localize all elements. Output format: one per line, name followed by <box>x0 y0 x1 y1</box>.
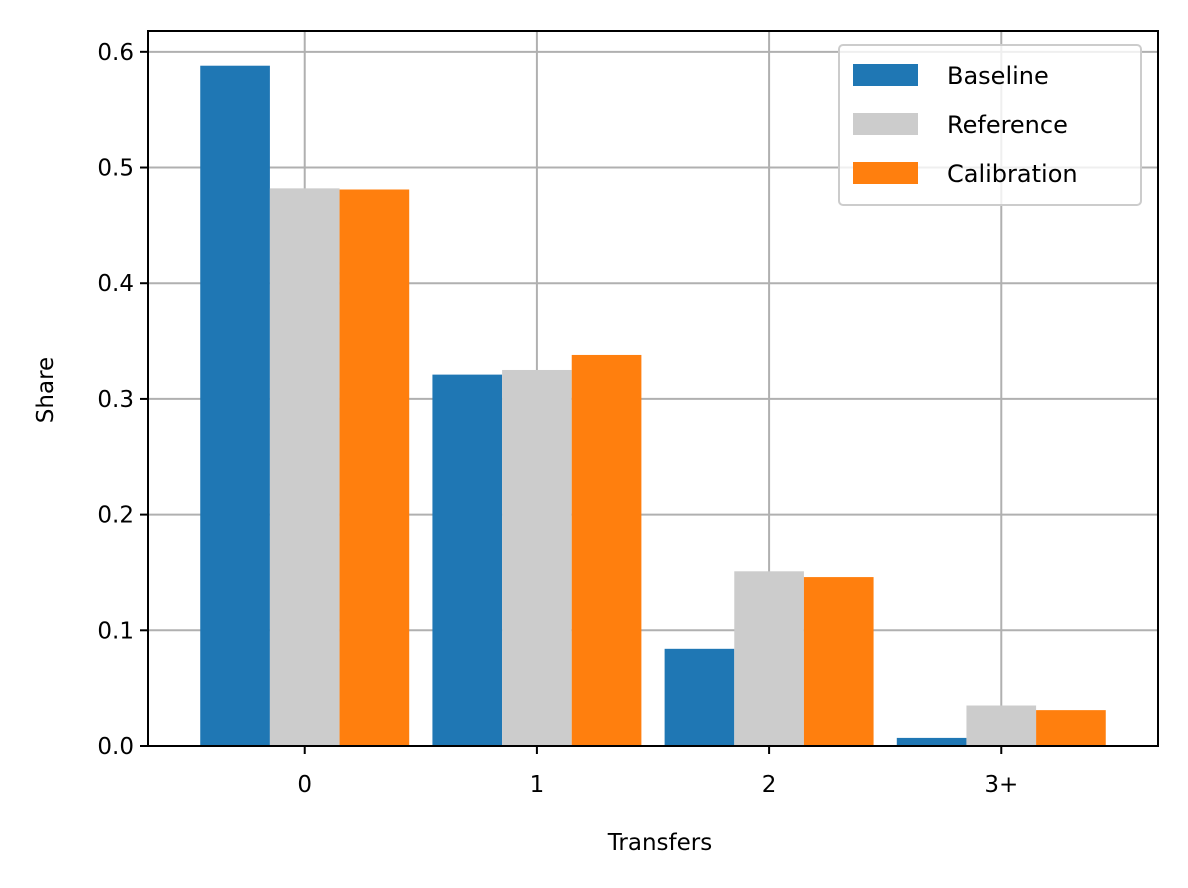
legend-label-calibration: Calibration <box>947 160 1078 188</box>
legend: Baseline Reference Calibration <box>838 44 1142 206</box>
y-tick-label: 0.3 <box>97 387 134 413</box>
bar-baseline-0 <box>200 65 270 746</box>
bar-reference-2 <box>734 571 804 746</box>
x-axis-label: Transfers <box>607 830 712 856</box>
bars <box>200 65 1106 746</box>
bar-calibration-1 <box>571 354 642 746</box>
bar-calibration-0 <box>339 189 410 746</box>
y-tick-label: 0.1 <box>97 618 134 644</box>
y-axis: 0.0 0.1 0.2 0.3 0.4 0.5 0.6 <box>97 40 148 760</box>
bar-baseline-1 <box>432 374 503 746</box>
x-tick-label: 0 <box>297 772 312 798</box>
bar-reference-1 <box>502 369 572 746</box>
legend-label-reference: Reference <box>947 111 1068 139</box>
y-tick-label: 0.4 <box>97 271 134 297</box>
bar-baseline-3plus <box>896 737 967 746</box>
legend-swatch-reference <box>853 113 918 135</box>
y-tick-label: 0.2 <box>97 503 134 529</box>
x-axis: 0 1 2 3+ <box>297 746 1018 798</box>
legend-swatch-baseline <box>853 64 918 86</box>
plot-frame <box>147 30 1159 747</box>
bar-calibration-2 <box>803 577 874 746</box>
y-tick-label: 0.5 <box>97 156 134 182</box>
legend-swatch-calibration <box>853 162 918 184</box>
x-tick-label: 2 <box>762 772 777 798</box>
bar-reference-0 <box>269 188 340 746</box>
y-tick-label: 0.0 <box>97 734 134 760</box>
bar-reference-3plus <box>966 705 1037 746</box>
y-axis-label: Share <box>33 357 59 423</box>
bar-baseline-2 <box>664 648 735 746</box>
x-tick-label: 1 <box>530 772 545 798</box>
bar-calibration-3plus <box>1036 710 1106 746</box>
legend-label-baseline: Baseline <box>947 62 1049 90</box>
y-tick-label: 0.6 <box>97 40 134 66</box>
x-tick-label: 3+ <box>984 772 1018 798</box>
